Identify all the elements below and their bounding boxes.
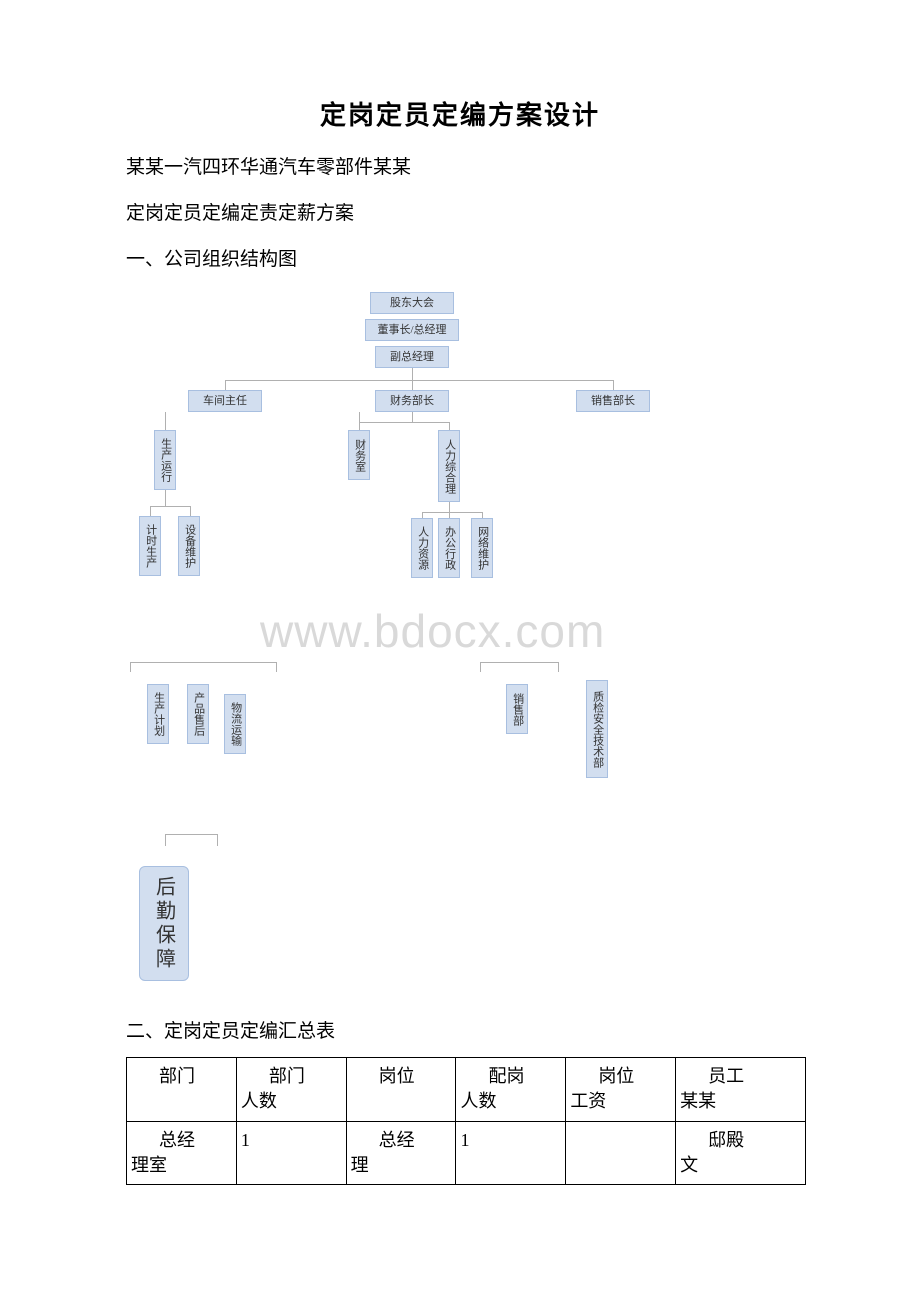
- node-production-plan: 生产计划: [147, 684, 169, 744]
- page-title: 定岗定员定编方案设计: [0, 0, 920, 132]
- node-office-admin: 办公行政: [438, 518, 460, 578]
- th-pos-count-1: 配岗: [460, 1064, 561, 1089]
- node-equipment-maint: 设备维护: [178, 516, 200, 576]
- cell-emp-2: 文: [680, 1153, 801, 1178]
- node-shareholders: 股东大会: [370, 292, 454, 314]
- node-workshop-director: 车间主任: [188, 390, 262, 412]
- section-2-heading: 二、定岗定员定编汇总表: [0, 1016, 920, 1043]
- summary-table: 部门 部门 人数 岗位 配岗 人数 岗位 工资 员工 某某 总经 理室 1 总经…: [126, 1057, 806, 1185]
- node-time-production: 计时生产: [139, 516, 161, 576]
- node-finance-office: 财务室: [348, 430, 370, 480]
- th-employee-2: 某某: [680, 1089, 801, 1114]
- th-dept-count-2: 人数: [241, 1089, 342, 1114]
- node-qc-safety: 质检安全技术部: [586, 680, 608, 778]
- node-hr: 人力资源: [411, 518, 433, 578]
- table-row: 总经 理室 1 总经 理 1 邸殿 文: [127, 1121, 806, 1184]
- node-logistics: 物流运输: [224, 694, 246, 754]
- cell-salary: [566, 1121, 676, 1184]
- cell-pos-1: 总经: [351, 1128, 452, 1153]
- intro-block: 某某一汽四环华通汽车零部件某某 定岗定员定编定责定薪方案 一、公司组织结构图: [0, 150, 920, 278]
- intro-line-2: 定岗定员定编定责定薪方案: [126, 196, 800, 232]
- th-position: 岗位: [351, 1064, 452, 1089]
- table-header-row: 部门 部门 人数 岗位 配岗 人数 岗位 工资 员工 某某: [127, 1058, 806, 1121]
- th-salary-2: 工资: [570, 1089, 671, 1114]
- node-chairman: 董事长/总经理: [365, 319, 459, 341]
- node-finance-director: 财务部长: [375, 390, 449, 412]
- cell-dept-count: 1: [236, 1121, 346, 1184]
- node-sales-director: 销售部长: [576, 390, 650, 412]
- th-dept: 部门: [131, 1064, 232, 1089]
- watermark: www.bdocx.com: [260, 604, 605, 658]
- node-after-sales: 产品售后: [187, 684, 209, 744]
- node-vice-gm: 副总经理: [375, 346, 449, 368]
- node-hr-mgmt: 人力综合理: [438, 430, 460, 502]
- cell-dept-2: 理室: [131, 1153, 232, 1178]
- th-salary-1: 岗位: [570, 1064, 671, 1089]
- th-pos-count-2: 人数: [460, 1089, 561, 1114]
- cell-dept-1: 总经: [131, 1128, 232, 1153]
- node-production-run: 生产运行: [154, 430, 176, 490]
- th-dept-count-1: 部门: [241, 1064, 342, 1089]
- node-logistics-support: 后勤保障: [139, 866, 189, 981]
- cell-emp-1: 邸殿: [680, 1128, 801, 1153]
- org-chart: 股东大会 董事长/总经理 副总经理 车间主任 财务部长 销售部长 生产运行 财务…: [0, 286, 920, 1016]
- intro-line-1: 某某一汽四环华通汽车零部件某某: [126, 150, 800, 186]
- node-network-maint: 网络维护: [471, 518, 493, 578]
- cell-pos-count: 1: [456, 1121, 566, 1184]
- th-employee-1: 员工: [680, 1064, 801, 1089]
- cell-pos-2: 理: [351, 1153, 452, 1178]
- node-sales-dept: 销售部: [506, 684, 528, 734]
- intro-line-3: 一、公司组织结构图: [126, 242, 800, 278]
